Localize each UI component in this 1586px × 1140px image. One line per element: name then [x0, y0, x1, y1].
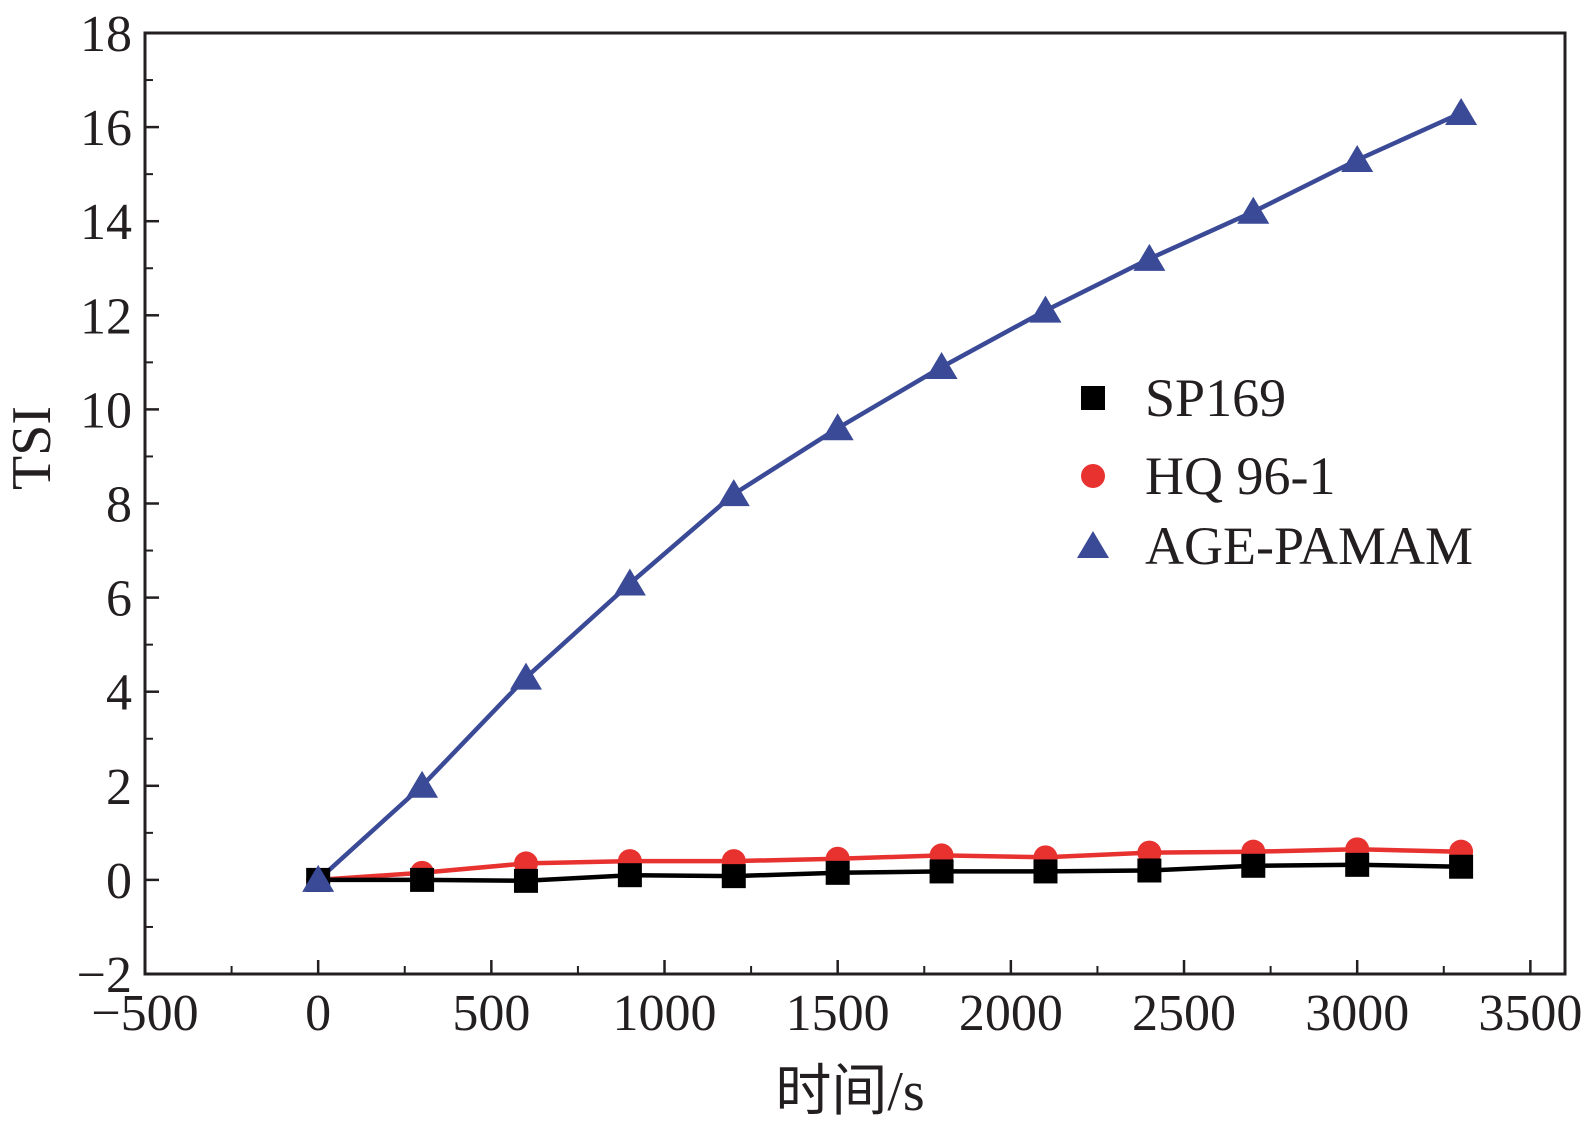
data-point-age-pamam	[406, 770, 439, 798]
data-point-age-pamam	[1445, 97, 1478, 125]
y-tick-label: 6	[106, 571, 132, 628]
y-tick-labels: −2 0 2 4 6 8 10 12 14 16 18	[77, 6, 132, 1004]
legend-label: SP169	[1145, 368, 1286, 428]
axis-ticks	[143, 31, 1532, 976]
y-tick-label: 10	[80, 382, 132, 439]
data-point-sp169	[825, 860, 850, 885]
data-point-sp169	[1241, 853, 1266, 878]
legend: SP169 HQ 96-1 AGE-PAMAM	[1077, 368, 1473, 576]
series-markers	[302, 97, 1478, 893]
data-point-sp169	[617, 863, 642, 888]
x-axis-label: 时间/s	[775, 1061, 924, 1123]
legend-label: HQ 96-1	[1145, 446, 1335, 506]
x-tick-label: 2500	[1132, 985, 1236, 1042]
data-point-age-pamam	[925, 352, 958, 380]
data-point-sp169	[721, 864, 746, 889]
data-point-sp169	[1137, 858, 1162, 883]
data-point-age-pamam	[1133, 243, 1166, 271]
x-tick-label: 500	[452, 985, 530, 1042]
data-point-sp169	[929, 859, 954, 884]
y-tick-label: 8	[106, 477, 132, 534]
data-point-sp169	[513, 868, 538, 893]
series-line-age-pamam	[316, 110, 1463, 882]
x-tick-label: 3500	[1478, 985, 1582, 1042]
data-point-age-pamam	[613, 568, 646, 596]
x-tick-label: 2000	[959, 985, 1063, 1042]
data-point-age-pamam	[1341, 145, 1374, 173]
data-point-age-pamam	[509, 662, 542, 690]
y-tick-label: 2	[106, 759, 132, 816]
data-point-age-pamam	[302, 864, 335, 892]
x-tick-label: −500	[91, 985, 198, 1042]
data-point-sp169	[1449, 854, 1474, 879]
x-tick-label: 1500	[786, 985, 890, 1042]
data-point-age-pamam	[717, 479, 750, 507]
data-point-sp169	[410, 867, 435, 892]
y-tick-label: 0	[106, 853, 132, 910]
data-point-age-pamam	[1029, 295, 1062, 323]
legend-marker-square	[1081, 386, 1105, 410]
legend-marker-triangle	[1077, 531, 1109, 558]
data-point-sp169	[1345, 852, 1370, 877]
legend-item: SP169	[1081, 368, 1286, 428]
data-point-age-pamam	[821, 413, 854, 441]
legend-item: HQ 96-1	[1081, 446, 1335, 506]
series-line-sp169	[318, 862, 1462, 884]
y-tick-label: 12	[80, 288, 132, 345]
legend-item: AGE-PAMAM	[1077, 516, 1473, 576]
x-tick-label: 0	[305, 985, 331, 1042]
legend-marker-circle	[1081, 464, 1105, 488]
y-tick-label: 14	[80, 194, 132, 251]
x-tick-labels: −500 0 500 1000 1500 2000 2500 3000 3500	[91, 985, 1582, 1042]
x-tick-label: 3000	[1305, 985, 1409, 1042]
series-lines	[316, 110, 1463, 884]
y-tick-label: 4	[106, 665, 132, 722]
data-point-sp169	[1033, 859, 1058, 884]
y-tick-label: 16	[80, 100, 132, 157]
legend-label: AGE-PAMAM	[1145, 516, 1473, 576]
plot-frame	[143, 31, 1567, 976]
series-line-hq-96-1	[318, 847, 1462, 883]
y-axis-label: TSI	[1, 406, 63, 490]
x-tick-label: 1000	[613, 985, 717, 1042]
data-point-age-pamam	[1237, 196, 1270, 224]
y-tick-label: 18	[80, 6, 132, 63]
y-tick-label: −2	[77, 947, 132, 1004]
